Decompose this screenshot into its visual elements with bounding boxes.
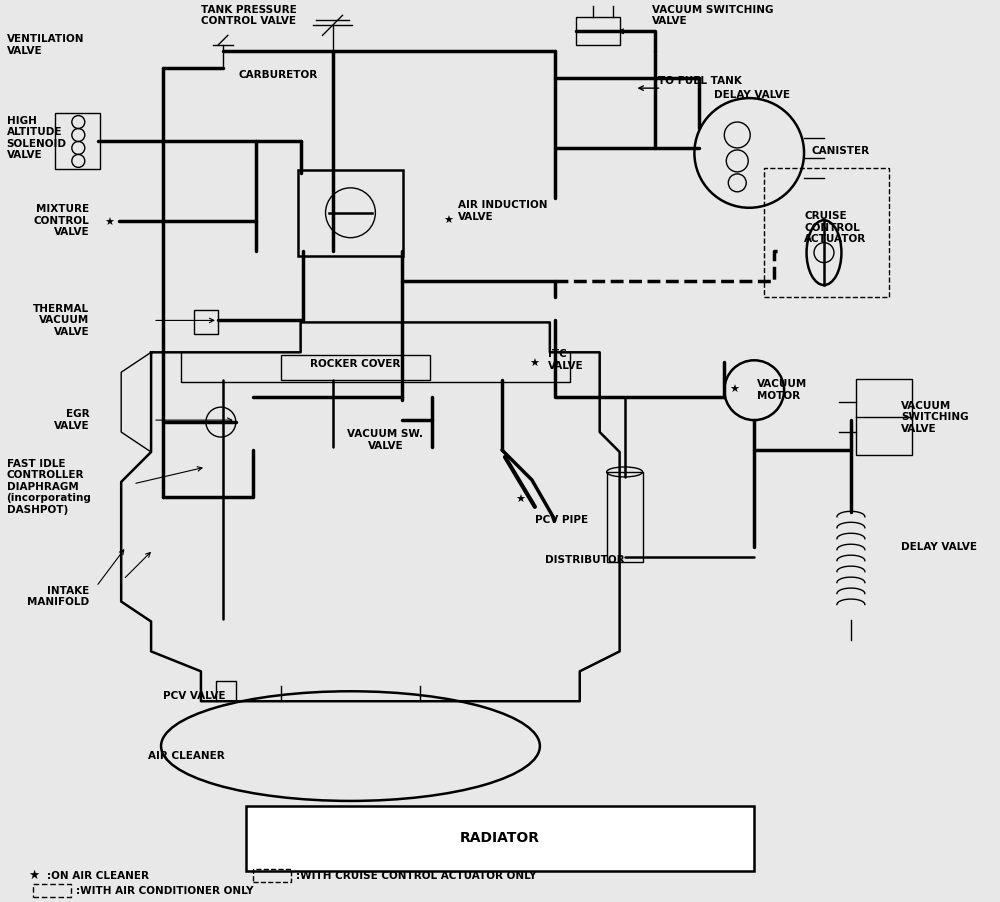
Text: ★: ★	[28, 870, 39, 882]
Text: VENTILATION
VALVE: VENTILATION VALVE	[7, 34, 84, 56]
Text: CARBURETOR: CARBURETOR	[239, 70, 318, 80]
Text: DELAY VALVE: DELAY VALVE	[714, 90, 790, 100]
Bar	[33, 884, 71, 897]
Text: :ON AIR CLEANER: :ON AIR CLEANER	[47, 870, 149, 880]
Text: EGR
VALVE: EGR VALVE	[54, 410, 89, 431]
Text: AIR INDUCTION
VALVE: AIR INDUCTION VALVE	[458, 200, 548, 222]
Text: ★: ★	[729, 385, 739, 395]
Text: AIR CLEANER: AIR CLEANER	[148, 751, 224, 761]
Text: TO FUEL TANK: TO FUEL TANK	[658, 76, 741, 87]
Text: THERMAL
VACUUM
VALVE: THERMAL VACUUM VALVE	[33, 304, 89, 337]
Text: :WITH AIR CONDITIONER ONLY: :WITH AIR CONDITIONER ONLY	[76, 886, 254, 896]
Text: MIXTURE
CONTROL
VALVE: MIXTURE CONTROL VALVE	[34, 204, 89, 237]
Text: ★: ★	[515, 495, 525, 505]
Bar	[253, 870, 291, 882]
Text: ★: ★	[104, 217, 114, 227]
Bar	[607, 472, 643, 562]
Text: VACUUM SWITCHING
VALVE: VACUUM SWITCHING VALVE	[652, 5, 773, 26]
Text: CANISTER: CANISTER	[811, 146, 869, 156]
Text: ★: ★	[443, 216, 453, 226]
Bar	[55, 113, 100, 169]
Text: FAST IDLE
CONTROLLER
DIAPHRAGM
(incorporating
DASHPOT): FAST IDLE CONTROLLER DIAPHRAGM (incorpor…	[7, 459, 91, 515]
Text: VACUUM
MOTOR: VACUUM MOTOR	[757, 380, 807, 401]
Bar	[764, 168, 889, 298]
Text: DISTRIBUTOR: DISTRIBUTOR	[545, 555, 625, 565]
Text: HIGH
ALTITUDE
SOLENOID
VALVE: HIGH ALTITUDE SOLENOID VALVE	[7, 115, 67, 161]
Text: CRUISE
CONTROL
ACTUATOR: CRUISE CONTROL ACTUATOR	[804, 211, 866, 244]
Text: RADIATOR: RADIATOR	[460, 831, 540, 845]
Text: ★: ★	[529, 359, 539, 369]
Bar	[194, 310, 218, 335]
Text: TANK PRESSURE
CONTROL VALVE: TANK PRESSURE CONTROL VALVE	[201, 5, 297, 26]
Text: ROCKER COVER: ROCKER COVER	[310, 359, 401, 369]
Text: INTAKE
MANIFOLD: INTAKE MANIFOLD	[27, 585, 89, 607]
Bar	[856, 379, 912, 455]
Text: PCV PIPE: PCV PIPE	[535, 515, 588, 525]
Text: ITC
VALVE: ITC VALVE	[548, 349, 583, 371]
Text: VACUUM
SWITCHING
VALVE: VACUUM SWITCHING VALVE	[901, 400, 968, 434]
Text: VACUUM SW.
VALVE: VACUUM SW. VALVE	[347, 429, 423, 451]
Text: PCV VALVE: PCV VALVE	[163, 691, 226, 701]
Text: :WITH CRUISE CONTROL ACTUATOR ONLY: :WITH CRUISE CONTROL ACTUATOR ONLY	[296, 870, 536, 880]
FancyBboxPatch shape	[246, 805, 754, 870]
Text: DELAY VALVE: DELAY VALVE	[901, 542, 977, 552]
Bar	[576, 17, 620, 45]
